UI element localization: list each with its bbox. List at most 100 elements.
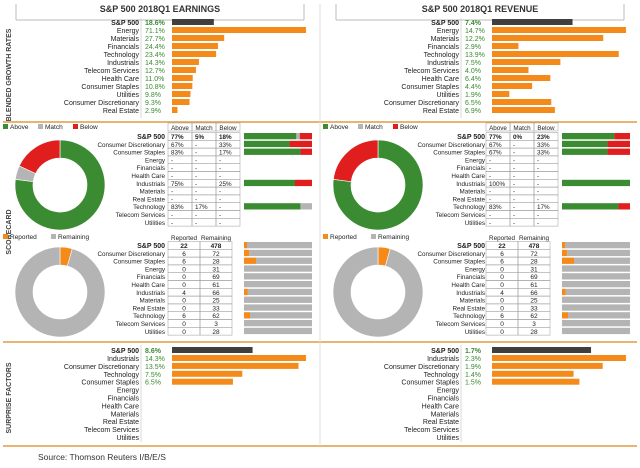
panel-1-rp-name-8: Real Estate xyxy=(452,305,485,312)
panel-0-legend-match: Match xyxy=(45,124,63,131)
panel-0-rp-val-0-0: 22 xyxy=(180,243,188,250)
panel-1-growth-bar-sp500 xyxy=(492,19,573,25)
panel-0-legend-remaining: Remaining xyxy=(58,234,89,241)
panel-1-rp-val-9-0: 6 xyxy=(500,313,504,320)
panel-1-sf-bar-1 xyxy=(492,362,603,369)
panel-0-sc-header-cell-2 xyxy=(215,122,241,132)
panel-1-rp-val-1-0: 6 xyxy=(500,251,504,258)
panel-1-growth-value-10: 6.9% xyxy=(465,108,481,115)
panel-0-rp-name-2: Consumer Staples xyxy=(113,259,165,266)
panel-1-scorecard-donut-slice-below xyxy=(333,139,379,182)
panel-0-sf-sp500-value: 8.6% xyxy=(145,348,162,355)
panel-1-rp-val-7-0: 0 xyxy=(500,298,504,305)
panel-1-rp-bar-3-remaining xyxy=(562,265,630,272)
panel-0-rp-val-5-1: 61 xyxy=(212,282,220,289)
panel-0-sc-name-9: Technology xyxy=(133,204,166,211)
panel-1-sc-header-1: Match xyxy=(513,125,531,132)
panel-1-reported-donut-slice-remaining xyxy=(332,246,424,338)
panel-1-growth-name-6: Health Care xyxy=(422,76,459,83)
panel-0-sc-name-11: Utilities xyxy=(145,220,165,227)
panel-1-sc-bar-1-above xyxy=(562,140,608,148)
panel-0-rp-val-10-1: 3 xyxy=(214,321,218,328)
panel-0-rp-bar-7-remaining xyxy=(244,296,312,303)
panel-1-rp-bar-6-remaining xyxy=(565,288,630,296)
panel-0-rp-bar-0-reported xyxy=(244,242,247,249)
panel-1-rp-name-3: Energy xyxy=(465,266,486,273)
panel-0-rp-val-3-0: 0 xyxy=(182,266,186,273)
panel-0-sc-bar-6-below xyxy=(295,179,312,187)
panel-1-legend-below: Below xyxy=(400,124,418,131)
panel-1-sf-value-1: 1.9% xyxy=(465,364,481,371)
panel-0-sc-bar-2-above xyxy=(244,148,301,155)
panel-0-rp-val-9-1: 62 xyxy=(212,313,220,320)
panel-0-rp-val-5-0: 0 xyxy=(182,282,186,289)
panel-1-growth-name-7: Consumer Staples xyxy=(401,84,459,91)
panel-1-growth-bar-4 xyxy=(492,59,561,65)
panel-1-sc-bar-9-above xyxy=(562,203,619,210)
panel-0-legend-below: Below xyxy=(80,124,98,131)
panel-1-sc-val-9-1: - xyxy=(513,204,515,211)
panel-0-sc-val-10-1: - xyxy=(195,212,197,219)
panel-0-sc-val-7-1: - xyxy=(195,189,197,196)
panel-0-rp-val-7-1: 25 xyxy=(212,298,220,305)
panel-0-sc-name-1: Consumer Discretionary xyxy=(97,142,165,149)
panel-1-growth-name-3: Technology xyxy=(424,52,460,59)
panel-0-rp-bar-1-reported xyxy=(244,249,250,257)
panel-1-growth-value-8: 1.9% xyxy=(465,92,481,99)
panel-0-sc-name-6: Industrials xyxy=(136,181,165,188)
panel-0-sf-name-10: Utilities xyxy=(116,435,139,442)
panel-0-growth-sp500-value: 18.6% xyxy=(145,20,166,27)
panel-1-sc-val-2-2: 33% xyxy=(537,150,550,157)
panel-1-growth-bar-0 xyxy=(492,27,626,33)
panel-1-sf-value-3: 1.5% xyxy=(465,380,481,387)
panel-1-sf-name-5: Financials xyxy=(427,396,459,403)
panel-1-sc-val-4-1: - xyxy=(513,165,515,172)
panel-1-rp-val-5-0: 0 xyxy=(500,282,504,289)
panel-0-growth-name-4: Industrials xyxy=(107,60,139,67)
panel-0-sc-val-8-0: - xyxy=(171,196,173,203)
panel-0-sc-val-1-2: 33% xyxy=(219,142,232,149)
panel-1-rp-bar-5-remaining xyxy=(562,281,630,288)
panel-1-rp-val-4-1: 69 xyxy=(530,274,538,281)
panel-0-growth-bar-0 xyxy=(172,27,306,33)
panel-1-rp-val-8-0: 0 xyxy=(500,305,504,312)
panel-0-growth-value-0: 71.1% xyxy=(145,28,165,35)
panel-1-sc-header-cell-2 xyxy=(533,122,559,132)
panel-1-sc-val-9-0: 83% xyxy=(489,204,502,211)
panel-0-growth-bar-10 xyxy=(172,107,178,113)
panel-1-sc-val-9-2: 17% xyxy=(537,204,550,211)
panel-1-rp-val-2-0: 6 xyxy=(500,259,504,266)
panel-0-growth-name-5: Telecom Services xyxy=(84,68,139,75)
panel-1-rp-bar-2-reported xyxy=(562,257,574,264)
panel-1-legend-below-swatch xyxy=(393,124,398,129)
panel-0-rp-val-2-0: 6 xyxy=(182,259,186,266)
panel-0-sc-header-1: Match xyxy=(195,125,213,132)
panel-1-sc-val-5-0: - xyxy=(489,173,491,180)
panel-0-growth-name-1: Materials xyxy=(111,36,140,43)
panel-1-sc-val-3-2: - xyxy=(537,157,539,164)
panel-1-sf-sp500-value: 1.7% xyxy=(465,348,482,355)
panel-1-sf-bar-3 xyxy=(492,378,580,385)
panel-0-sc-val-5-0: - xyxy=(171,173,173,180)
panel-1-rp-val-11-0: 0 xyxy=(500,329,504,336)
panel-1-sf-name-2: Technology xyxy=(424,372,460,379)
panel-0-sc-val-6-1: - xyxy=(195,181,197,188)
panel-0-rp-val-10-0: 0 xyxy=(182,321,186,328)
panel-0-sc-name-5: Health Care xyxy=(131,173,165,180)
panel-0-rp-name-1: Consumer Discretionary xyxy=(97,251,165,258)
panel-1-sc-name-5: Health Care xyxy=(451,173,485,180)
panel-1-sf-value-0: 2.3% xyxy=(465,356,481,363)
panel-0-sf-sp500-label: S&P 500 xyxy=(111,348,139,355)
panel-1-growth-bar-6 xyxy=(492,75,551,81)
panel-1-sc-header-0: Above xyxy=(489,125,507,132)
panel-0-sc-val-2-0: 83% xyxy=(171,150,184,157)
panel-1-sc-val-7-0: - xyxy=(489,189,491,196)
panel-1-rp-val-5-1: 61 xyxy=(530,282,538,289)
panel-1-rp-val-10-0: 0 xyxy=(500,321,504,328)
panel-1-rp-val-4-0: 0 xyxy=(500,274,504,281)
panel-1-growth-bar-7 xyxy=(492,83,533,89)
panel-0-sc-name-7: Materials xyxy=(139,189,165,196)
panel-0-rp-val-8-0: 0 xyxy=(182,305,186,312)
panel-1-rp-name-9: Technology xyxy=(453,313,486,320)
